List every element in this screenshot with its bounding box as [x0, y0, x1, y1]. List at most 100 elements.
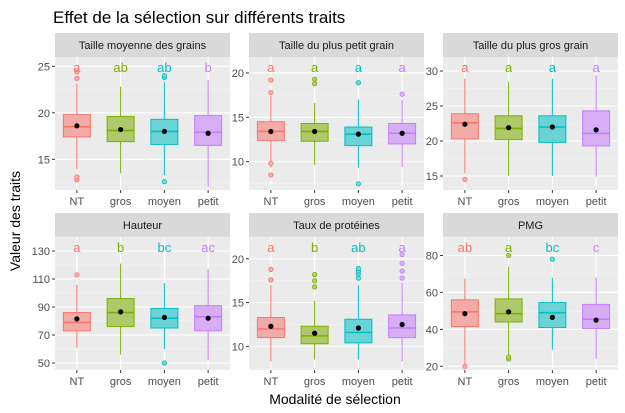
facet-panel: Hauteur 50 70 90 110 130 a b bc ac NT gros moyen peti…	[32, 213, 230, 388]
mean-point	[506, 309, 512, 315]
x-tick-label: gros	[110, 196, 132, 208]
outlier-point	[462, 363, 468, 369]
facet-panel: PMG 20 40 60 80 ab a bc c NT gros moyen petit	[426, 213, 618, 388]
outlier-point	[268, 277, 274, 283]
outlier-point	[355, 80, 361, 86]
facet-panel: Taille moyenne des grains 15 20 25 a ab ab b NT g…	[38, 33, 230, 208]
y-tick-label: 25	[426, 101, 438, 113]
mean-point	[506, 125, 512, 131]
outlier-point	[399, 275, 405, 281]
mean-point	[312, 128, 318, 135]
y-tick-label: 90	[38, 302, 50, 314]
outlier-point	[74, 75, 80, 81]
outlier-point	[355, 275, 361, 281]
facet-strip-label: Hauteur	[123, 220, 162, 232]
mean-point	[549, 124, 555, 130]
significance-letter: a	[461, 60, 469, 75]
outlier-point	[506, 252, 512, 259]
y-axis-label: Valeur des traits	[7, 171, 23, 271]
y-tick-label: 80	[426, 250, 438, 262]
outlier-point	[355, 265, 361, 272]
mean-point	[399, 321, 405, 328]
y-tick-label: 110	[32, 274, 50, 286]
significance-letter: a	[399, 240, 407, 255]
x-tick-label: NT	[70, 196, 85, 208]
significance-letter: a	[267, 60, 275, 75]
mean-point	[399, 130, 405, 136]
outlier-point	[312, 76, 318, 82]
outlier-point	[312, 272, 318, 278]
significance-letter: b	[311, 240, 318, 255]
mean-point	[268, 323, 274, 329]
mean-point	[462, 121, 468, 127]
outlier-point	[74, 272, 80, 278]
significance-letter: a	[73, 240, 81, 255]
mean-point	[462, 311, 468, 317]
outlier-point	[312, 284, 318, 290]
y-tick-label: 15	[232, 298, 244, 310]
x-tick-label: petit	[198, 196, 219, 208]
x-tick-label: NT	[458, 196, 473, 208]
y-tick-label: 10	[232, 157, 244, 169]
x-tick-label: gros	[498, 376, 520, 388]
outlier-point	[268, 266, 274, 272]
mean-point	[355, 325, 361, 331]
x-tick-label: moyen	[342, 196, 375, 208]
significance-letter: ab	[157, 60, 171, 75]
outlier-point	[312, 81, 318, 87]
mean-point	[355, 131, 361, 137]
outlier-point	[312, 278, 318, 284]
mean-point	[161, 314, 167, 321]
x-tick-label: NT	[264, 196, 279, 208]
mean-point	[268, 128, 274, 135]
facet-strip	[443, 213, 618, 237]
outlier-point	[161, 360, 167, 366]
y-tick-label: 15	[232, 112, 244, 124]
mean-point	[549, 314, 555, 320]
x-tick-label: gros	[498, 196, 520, 208]
y-tick-label: 15	[426, 171, 438, 183]
significance-letter: a	[311, 60, 319, 75]
significance-letter: a	[399, 60, 407, 75]
facet-strip	[249, 213, 424, 237]
significance-letter: ac	[201, 240, 215, 255]
box-moyen	[344, 318, 373, 344]
mean-point	[161, 128, 167, 135]
outlier-point	[462, 176, 468, 183]
significance-letter: ab	[113, 60, 127, 75]
mean-point	[118, 126, 124, 133]
significance-letter: bc	[546, 240, 560, 255]
outlier-point	[74, 69, 80, 75]
y-tick-label: 20	[426, 361, 438, 373]
x-tick-label: gros	[110, 376, 132, 388]
significance-letter: a	[549, 60, 557, 75]
box-petit	[582, 303, 611, 329]
y-tick-label: 20	[426, 136, 438, 148]
significance-letter: b	[117, 240, 124, 255]
outlier-point	[161, 73, 167, 79]
significance-letter: b	[205, 60, 212, 75]
y-tick-label: 25	[38, 61, 50, 73]
y-tick-label: 60	[426, 287, 438, 299]
facet-strip	[443, 33, 618, 57]
mean-point	[74, 316, 80, 322]
significance-letter: c	[593, 240, 600, 255]
facet-strip-label: Taille du plus gros grain	[473, 40, 589, 52]
outlier-point	[549, 256, 555, 262]
outlier-point	[74, 174, 80, 180]
significance-letter: a	[73, 60, 81, 75]
x-tick-label: moyen	[536, 196, 569, 208]
y-tick-label: 20	[38, 108, 50, 120]
facet-strip-label: Taille du plus petit grain	[279, 40, 394, 52]
mean-point	[205, 315, 211, 321]
significance-letter: a	[267, 240, 275, 255]
facet-panel: Taille du plus petit grain 10 15 20 a a a a NT gr…	[232, 33, 424, 208]
facet-strip	[55, 213, 230, 237]
facet-strip-label: Taille moyenne des grains	[79, 40, 207, 52]
mean-point	[205, 130, 211, 136]
outlier-point	[268, 172, 274, 178]
box-petit	[194, 115, 223, 146]
x-tick-label: moyen	[148, 196, 181, 208]
